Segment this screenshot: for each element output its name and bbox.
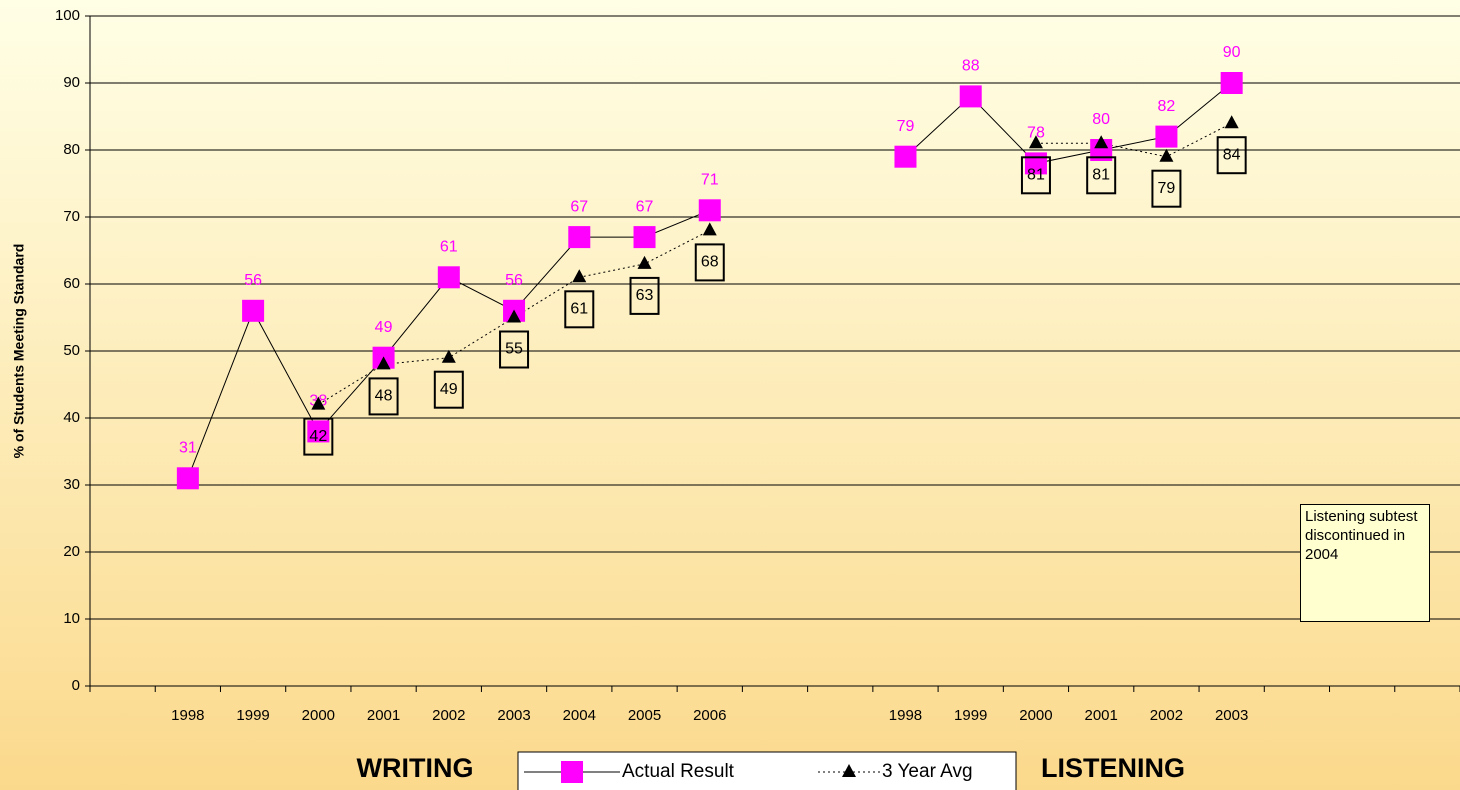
y-tick-label: 10 [63,610,80,627]
data-label: 88 [962,58,980,75]
marker [1094,135,1109,149]
y-tick-label: 80 [63,141,80,158]
marker [698,199,721,222]
data-label: 68 [701,254,719,271]
label-box [564,290,595,329]
x-tick-label: 2001 [367,707,400,724]
data-label: 79 [1158,180,1176,197]
marker [637,255,652,269]
marker [633,226,656,249]
label-box [303,417,334,456]
label-box [499,330,530,369]
x-tick-label: 2004 [563,707,596,724]
label-box [1020,156,1051,195]
data-label: 81 [1092,167,1110,184]
x-tick-label: 2001 [1085,707,1118,724]
marker [1224,115,1239,129]
marker [242,299,265,322]
x-tick-label: 1999 [954,707,987,724]
label-box [1086,156,1117,195]
y-axis-label: % of Students Meeting Standard [11,244,27,459]
marker [1028,135,1043,149]
label-box [629,276,660,315]
marker [894,145,917,168]
marker [311,396,326,410]
data-label: 49 [375,319,393,336]
marker [441,349,456,363]
data-label: 82 [1158,98,1176,115]
data-label: 56 [505,272,523,289]
data-label: 31 [179,440,197,457]
annotation: Listening subtest discontinued in 2004 [1300,504,1430,622]
data-label: 55 [505,341,523,358]
data-label: 42 [309,428,327,445]
legend-marker [561,761,583,783]
section-label: LISTENING [1041,753,1185,783]
y-tick-label: 40 [63,409,80,426]
y-tick-label: 100 [55,7,80,24]
data-label: 84 [1223,146,1241,163]
marker [376,356,391,370]
y-tick-label: 20 [63,543,80,560]
data-label: 81 [1027,167,1045,184]
label-box [368,377,399,416]
y-tick-label: 0 [72,677,80,694]
section-label: WRITING [357,753,474,783]
data-label: 61 [440,239,458,256]
marker [507,309,522,323]
x-tick-label: 2003 [1215,707,1248,724]
data-label: 49 [440,381,458,398]
data-label: 56 [244,272,262,289]
legend-box [517,751,1017,790]
data-label: 79 [897,118,915,135]
marker [572,269,587,283]
data-label: 67 [570,198,588,215]
legend-label: 3 Year Avg [882,761,973,782]
y-tick-label: 90 [63,74,80,91]
marker [176,467,199,490]
y-tick-label: 30 [63,476,80,493]
marker [568,226,591,249]
y-tick-label: 50 [63,342,80,359]
data-label: 63 [636,287,654,304]
data-label: 67 [636,198,654,215]
marker [1220,72,1243,94]
x-tick-label: 1998 [171,707,204,724]
marker [702,222,717,236]
data-label: 78 [1027,125,1045,142]
data-label: 80 [1092,111,1110,128]
data-label: 90 [1223,44,1241,61]
x-tick-label: 2000 [302,707,335,724]
marker [307,420,330,443]
x-tick-label: 2006 [693,707,726,724]
x-tick-label: 2002 [432,707,465,724]
x-tick-label: 2000 [1019,707,1052,724]
data-label: 48 [375,388,393,405]
label-box [694,243,725,282]
marker [1090,139,1113,161]
data-label: 61 [570,301,588,318]
marker [1159,148,1174,162]
x-tick-label: 2005 [628,707,661,724]
y-tick-label: 60 [63,275,80,292]
label-box [1151,169,1182,208]
marker [437,266,460,289]
x-tick-label: 2002 [1150,707,1183,724]
x-tick-label: 2003 [497,707,530,724]
marker [959,85,982,108]
x-tick-label: 1998 [889,707,922,724]
marker [1155,125,1178,148]
y-tick-label: 70 [63,208,80,225]
data-label: 71 [701,172,719,189]
label-box [433,370,464,409]
x-tick-label: 1999 [236,707,269,724]
legend-marker [842,764,856,777]
label-box [1216,136,1247,175]
legend-label: Actual Result [622,761,735,782]
